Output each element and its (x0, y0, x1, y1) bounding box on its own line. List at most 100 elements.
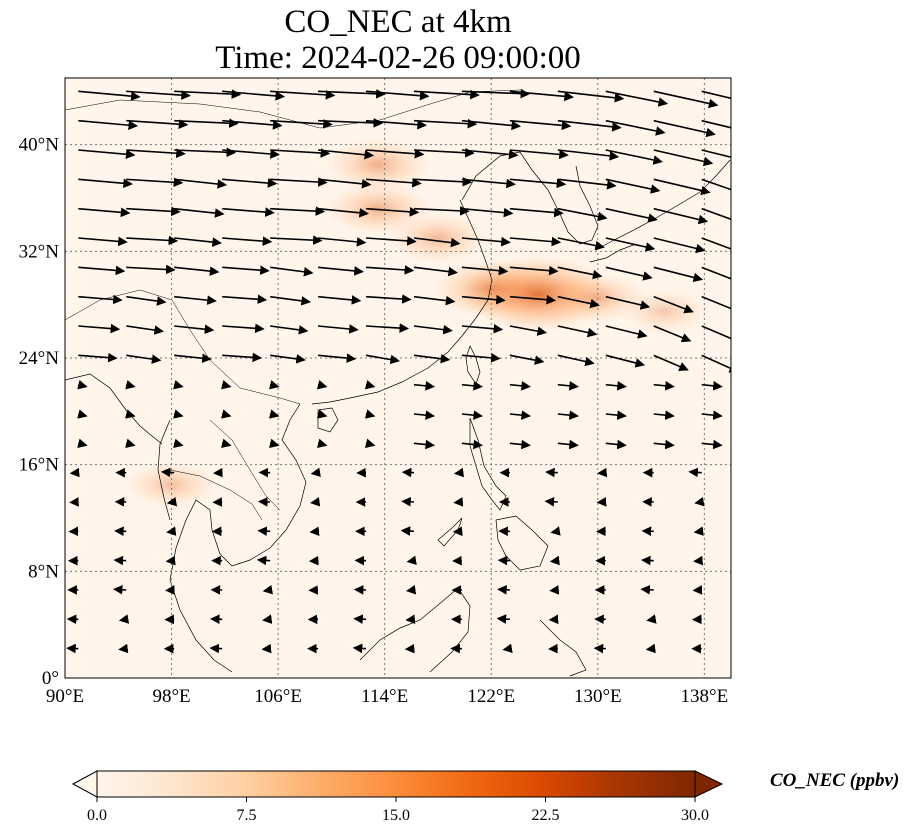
coastlines (65, 89, 731, 677)
wind-arrow (166, 496, 178, 507)
wind-arrow (557, 266, 603, 280)
wind-arrow (69, 467, 80, 478)
wind-arrow (605, 90, 669, 107)
wind-arrow (125, 438, 136, 448)
wind-arrow (318, 118, 384, 128)
wind-arrow (113, 555, 127, 566)
wind-arrow (160, 467, 175, 478)
wind-arrow (405, 585, 417, 595)
wind-arrow (126, 177, 184, 188)
wind-arrow (316, 409, 328, 419)
wind-arrow (509, 294, 557, 305)
wind-arrow (256, 555, 271, 566)
wind-arrow (365, 236, 417, 246)
wind-arrow (317, 178, 372, 189)
wind-arrow (222, 178, 278, 188)
wind-arrow (174, 89, 242, 99)
wind-arrow (557, 237, 605, 251)
wind-arrow (509, 90, 574, 102)
wind-arrow (461, 236, 511, 247)
wind-arrow (413, 266, 458, 277)
wind-arrow (413, 177, 473, 187)
wind-arrow (693, 526, 704, 536)
co-plume-2 (324, 138, 432, 192)
chart-title: CO_NEC at 4km (284, 4, 512, 40)
colorbar-tick-label: 22.5 (532, 807, 560, 824)
wind-arrow (605, 439, 627, 450)
y-tick-label: 16°N (19, 455, 60, 476)
y-tick-label: 24°N (19, 348, 60, 369)
wind-arrow (78, 294, 123, 305)
wind-arrow (549, 585, 560, 595)
wind-arrow (270, 119, 333, 129)
colorbar-ticks: 0.0 7.5 15.0 22.5 30.0 (87, 797, 709, 824)
wind-arrow (693, 555, 704, 566)
wind-arrow (413, 324, 453, 335)
hainan-coastline (317, 407, 339, 433)
wind-arrow (640, 584, 654, 595)
wind-arrow (262, 584, 273, 595)
wind-arrow (270, 325, 309, 335)
x-tick-label: 130°E (574, 686, 622, 707)
wind-arrow (126, 264, 176, 275)
x-tick-label: 122°E (467, 686, 515, 707)
wind-arrow (557, 439, 579, 450)
wind-arrow (413, 381, 436, 391)
wind-arrow (557, 354, 595, 367)
wind-arrow (461, 294, 506, 305)
wind-arrow (653, 207, 709, 225)
colorbar-tick-label: 0.0 (87, 807, 107, 824)
wind-arrow (364, 380, 376, 390)
wind-arrow (318, 237, 367, 247)
wind-arrow (413, 89, 480, 100)
wind-arrow (318, 353, 357, 363)
wind-arrow (126, 295, 167, 306)
wind-arrow (365, 90, 430, 101)
wind-arrow (653, 439, 675, 450)
wind-arrow (270, 235, 323, 245)
wind-arrow (453, 497, 464, 507)
y-tick-label: 32°N (19, 241, 60, 262)
wind-arrow (461, 265, 509, 276)
wind-arrow (557, 381, 579, 391)
wind-arrow (688, 467, 702, 478)
wind-arrow (461, 410, 484, 420)
wind-arrow (401, 497, 415, 507)
wind-arrow (461, 353, 501, 363)
wind-arrow (605, 149, 663, 165)
wind-arrow (118, 643, 129, 654)
wind-arrow (174, 178, 228, 189)
wind-arrow (461, 178, 516, 189)
wind-arrow (509, 354, 545, 365)
wind-arrow (365, 354, 401, 365)
wind-arrow (413, 206, 470, 216)
wind-arrow (365, 148, 425, 159)
myanmar-coastline (157, 419, 171, 521)
wind-arrow (365, 177, 422, 188)
gridlines (65, 78, 731, 678)
wind-arrow (78, 178, 133, 189)
wind-arrow (509, 410, 531, 420)
wind-arrow (461, 323, 504, 334)
wind-arrow (309, 526, 320, 537)
wind-arrow (316, 380, 328, 390)
wind-arrow (701, 237, 731, 250)
wind-arrow (557, 325, 598, 338)
y-axis-ticks: 0° 8°N 16°N 24°N 32°N 40°N (19, 135, 60, 689)
wind-arrow (653, 325, 692, 343)
x-tick-label: 106°E (254, 686, 302, 707)
wind-arrow (701, 266, 731, 280)
wind-arrow (222, 294, 268, 305)
wind-arrow (222, 149, 280, 159)
wind-arrow (605, 354, 646, 368)
wind-arrow (653, 381, 675, 391)
wind-arrow (78, 119, 139, 130)
wind-arrow (413, 439, 436, 450)
wind-arrow (270, 90, 336, 100)
wind-arrow (222, 90, 286, 101)
wind-arrow (413, 410, 436, 420)
mongolia-border (65, 89, 521, 129)
colorbar-title: CO_NEC (ppbv) (770, 770, 900, 791)
wind-arrow (605, 266, 653, 281)
